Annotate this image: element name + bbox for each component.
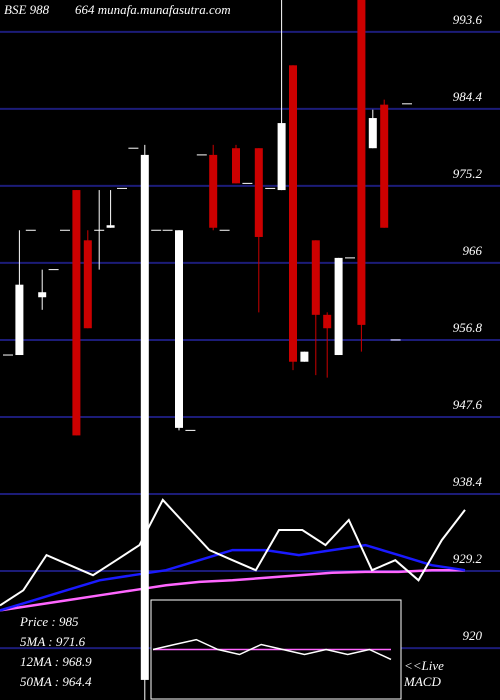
macd-line <box>152 638 392 661</box>
info-text: 5MA : 971.6 <box>20 634 86 649</box>
info-text: 50MA : 964.4 <box>20 674 92 689</box>
candle-body <box>106 225 115 228</box>
candle-body <box>357 0 366 325</box>
y-tick-label: 929.2 <box>453 551 483 566</box>
indicator-line <box>0 543 466 612</box>
candle-body <box>140 154 149 680</box>
y-tick-label: 993.6 <box>453 12 483 27</box>
macd-label: MACD <box>403 674 441 689</box>
y-tick-label: 947.6 <box>453 397 483 412</box>
y-tick-label: 920 <box>463 628 483 643</box>
candle-body <box>277 123 286 191</box>
indicator-line <box>0 498 466 607</box>
chart-title: BSE 988 <box>4 2 50 17</box>
chart-subtitle: 664 munafa.munafasutra.com <box>75 2 231 17</box>
candle-body <box>254 148 263 237</box>
y-tick-label: 975.2 <box>453 166 483 181</box>
candle-body <box>300 351 309 362</box>
y-tick-label: 984.4 <box>453 89 483 104</box>
candle-body <box>15 284 24 356</box>
y-tick-label: 956.8 <box>453 320 483 335</box>
y-tick-label: 966 <box>463 243 483 258</box>
candle-body <box>368 118 377 149</box>
candle-body <box>232 148 240 184</box>
y-tick-label: 938.4 <box>453 474 483 489</box>
macd-label: <<Live <box>404 658 444 673</box>
candle-body <box>311 240 320 315</box>
indicator-line <box>0 568 465 612</box>
candle-body <box>72 190 81 436</box>
candle-body <box>289 65 297 362</box>
candle-body <box>83 240 92 329</box>
candle-body <box>175 230 183 428</box>
candle-body <box>323 314 332 329</box>
info-text: Price : 985 <box>19 614 79 629</box>
candle-body <box>334 257 343 356</box>
candle-body <box>209 154 218 228</box>
info-text: 12MA : 968.9 <box>20 654 92 669</box>
candle-body <box>380 104 389 228</box>
candle-body <box>38 292 47 298</box>
